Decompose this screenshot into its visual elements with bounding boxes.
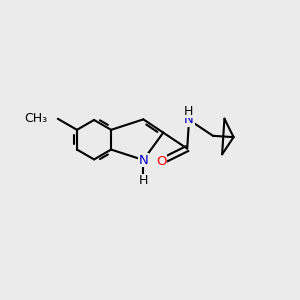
Text: CH₃: CH₃ <box>24 112 47 125</box>
Text: N: N <box>184 113 194 126</box>
Text: N: N <box>139 154 148 166</box>
Text: H: H <box>184 104 193 118</box>
Text: O: O <box>156 155 167 168</box>
Text: H: H <box>139 174 148 187</box>
